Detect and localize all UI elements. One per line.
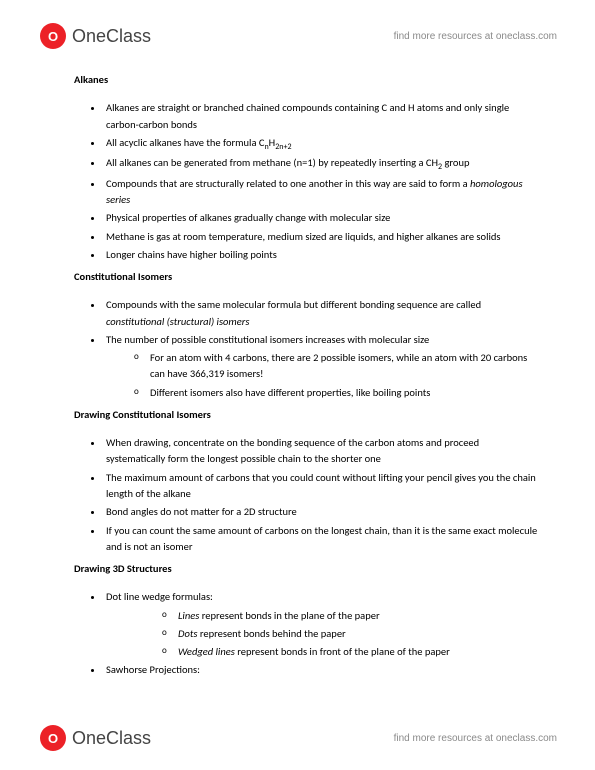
brand-name-part1-footer: One (72, 728, 106, 748)
list-item: For an atom with 4 carbons, there are 2 … (138, 350, 539, 383)
brand-logo-text: OneClass (72, 26, 151, 47)
page-footer: O OneClass find more resources at onecla… (0, 720, 595, 756)
brand-logo-mark: O (40, 23, 66, 49)
list-item: Physical properties of alkanes gradually… (104, 210, 539, 226)
section-title: Drawing 3D Structures (74, 561, 539, 577)
brand-name-part1: One (72, 26, 106, 46)
brand-logo-mark-footer: O (40, 725, 66, 751)
section-title: Drawing Constitutional Isomers (74, 407, 539, 423)
list-item: Lines represent bonds in the plane of th… (166, 608, 539, 624)
bullet-list: Compounds with the same molecular formul… (74, 297, 539, 401)
header-tagline: find more resources at oneclass.com (394, 31, 557, 42)
list-item: The maximum amount of carbons that you c… (104, 470, 539, 503)
list-item: Dots represent bonds behind the paper (166, 626, 539, 642)
list-item: Compounds with the same molecular formul… (104, 297, 539, 330)
brand-logo-footer: O OneClass (40, 725, 151, 751)
bullet-list: When drawing, concentrate on the bonding… (74, 435, 539, 555)
list-item: Alkanes are straight or branched chained… (104, 100, 539, 133)
list-item: Compounds that are structurally related … (104, 176, 539, 209)
sub-bullet-list-deep: Lines represent bonds in the plane of th… (106, 608, 539, 661)
list-item: All acyclic alkanes have the formula CnH… (104, 135, 539, 153)
list-item: Bond angles do not matter for a 2D struc… (104, 504, 539, 520)
section-title: Alkanes (74, 72, 539, 88)
brand-logo: O OneClass (40, 23, 151, 49)
sub-bullet-list: For an atom with 4 carbons, there are 2 … (106, 350, 539, 401)
list-item: Dot line wedge formulas:Lines represent … (104, 589, 539, 660)
brand-logo-text-footer: OneClass (72, 728, 151, 749)
bullet-list: Dot line wedge formulas:Lines represent … (74, 589, 539, 678)
page-header: O OneClass find more resources at onecla… (0, 18, 595, 54)
list-item: All alkanes can be generated from methan… (104, 155, 539, 173)
list-item: When drawing, concentrate on the bonding… (104, 435, 539, 468)
footer-tagline: find more resources at oneclass.com (394, 733, 557, 744)
list-item: If you can count the same amount of carb… (104, 523, 539, 556)
section-title: Constitutional Isomers (74, 269, 539, 285)
list-item: Different isomers also have different pr… (138, 385, 539, 401)
list-item: Sawhorse Projections: (104, 662, 539, 678)
bullet-list: Alkanes are straight or branched chained… (74, 100, 539, 263)
brand-name-part2-footer: Class (106, 728, 151, 748)
list-item: Wedged lines represent bonds in front of… (166, 644, 539, 660)
brand-name-part2: Class (106, 26, 151, 46)
list-item: Longer chains have higher boiling points (104, 247, 539, 263)
list-item: Methane is gas at room temperature, medi… (104, 229, 539, 245)
list-item: The number of possible constitutional is… (104, 332, 539, 401)
document-body: Alkanes Alkanes are straight or branched … (74, 72, 539, 683)
